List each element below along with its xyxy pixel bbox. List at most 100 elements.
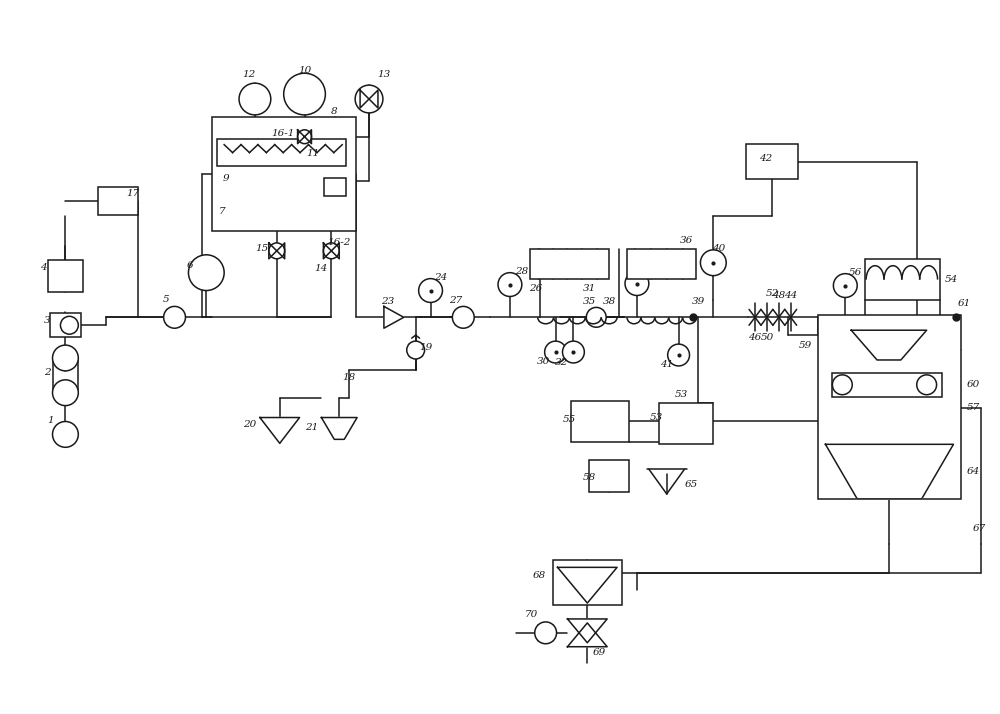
Text: 36: 36	[680, 236, 693, 246]
Text: 42: 42	[759, 154, 773, 163]
Circle shape	[625, 271, 649, 296]
Bar	[98, 187, 138, 215]
Text: 4: 4	[40, 263, 47, 272]
Bar	[50, 313, 81, 337]
Text: 23: 23	[381, 297, 395, 306]
Bar	[530, 249, 609, 278]
Bar	[818, 316, 961, 499]
Text: 39: 39	[692, 297, 705, 306]
Text: 20: 20	[243, 420, 257, 429]
Text: 58: 58	[583, 473, 596, 481]
Text: 24: 24	[434, 273, 447, 282]
Circle shape	[917, 375, 937, 395]
Polygon shape	[567, 619, 607, 643]
Text: 40: 40	[712, 244, 725, 253]
Text: 16-2: 16-2	[328, 238, 351, 247]
Bar	[48, 260, 83, 291]
Circle shape	[53, 421, 78, 447]
Circle shape	[452, 306, 474, 328]
Text: 17: 17	[126, 188, 140, 198]
Text: 65: 65	[685, 480, 698, 488]
Bar	[553, 560, 622, 605]
Text: 9: 9	[223, 174, 229, 183]
Bar	[746, 144, 798, 179]
Polygon shape	[825, 444, 953, 499]
Circle shape	[498, 273, 522, 296]
Text: 31: 31	[583, 284, 596, 293]
Text: 64: 64	[967, 467, 980, 476]
Text: 67: 67	[973, 524, 986, 533]
Text: 41: 41	[660, 361, 673, 369]
Circle shape	[355, 85, 383, 113]
Text: 28: 28	[515, 267, 528, 276]
Polygon shape	[567, 623, 607, 647]
Text: 21: 21	[305, 423, 318, 432]
Polygon shape	[260, 418, 300, 443]
Circle shape	[53, 345, 78, 371]
Text: 50: 50	[760, 333, 774, 342]
Text: 70: 70	[525, 610, 538, 620]
Text: 10: 10	[298, 66, 311, 75]
Text: 53: 53	[675, 391, 688, 399]
Text: 22: 22	[409, 351, 422, 360]
Text: 34: 34	[640, 266, 653, 275]
Text: 16-1: 16-1	[271, 129, 294, 139]
Bar	[212, 117, 356, 231]
Text: 11: 11	[306, 149, 319, 158]
Polygon shape	[321, 418, 357, 439]
Circle shape	[164, 306, 185, 328]
Text: 26: 26	[529, 284, 542, 293]
Text: 38: 38	[603, 297, 616, 306]
Text: 55: 55	[563, 415, 576, 424]
Circle shape	[563, 341, 584, 363]
Text: 3: 3	[44, 316, 51, 325]
Text: 59: 59	[799, 341, 812, 350]
Text: 1: 1	[47, 416, 54, 425]
Circle shape	[419, 278, 442, 303]
Text: 61: 61	[958, 299, 971, 308]
Circle shape	[832, 375, 852, 395]
Circle shape	[60, 316, 78, 334]
Bar	[571, 401, 629, 443]
Text: 19: 19	[419, 343, 432, 351]
Circle shape	[407, 341, 425, 359]
Text: 56: 56	[849, 268, 862, 277]
Text: 2: 2	[44, 368, 51, 378]
Circle shape	[188, 255, 224, 291]
Bar	[589, 461, 629, 492]
Polygon shape	[851, 330, 927, 360]
Bar	[832, 373, 942, 397]
Text: 15: 15	[255, 244, 268, 253]
Bar	[627, 249, 696, 278]
Text: 46: 46	[748, 333, 762, 342]
Text: 35: 35	[583, 297, 596, 306]
Circle shape	[269, 243, 285, 258]
Text: 48: 48	[772, 291, 785, 300]
Text: 32: 32	[555, 358, 568, 368]
Circle shape	[298, 130, 311, 144]
Circle shape	[700, 250, 726, 276]
Bar	[217, 139, 346, 166]
Text: 30: 30	[537, 358, 550, 366]
Text: 7: 7	[219, 206, 225, 216]
Circle shape	[323, 243, 339, 258]
Circle shape	[53, 380, 78, 406]
Text: 6: 6	[187, 261, 194, 270]
Text: 8: 8	[331, 107, 338, 116]
Text: 52: 52	[766, 289, 779, 298]
Polygon shape	[384, 306, 404, 328]
Bar	[324, 178, 346, 196]
Bar	[659, 403, 713, 444]
Circle shape	[535, 622, 557, 644]
Text: 57: 57	[967, 403, 980, 412]
Text: 60: 60	[967, 381, 980, 389]
Text: 68: 68	[533, 570, 546, 580]
Circle shape	[586, 308, 606, 327]
Text: 69: 69	[593, 648, 606, 657]
Text: 12: 12	[242, 70, 256, 79]
Text: 27: 27	[449, 296, 462, 305]
Bar	[865, 258, 940, 301]
Text: 14: 14	[315, 264, 328, 273]
Polygon shape	[558, 568, 617, 603]
Text: 5: 5	[162, 295, 169, 304]
